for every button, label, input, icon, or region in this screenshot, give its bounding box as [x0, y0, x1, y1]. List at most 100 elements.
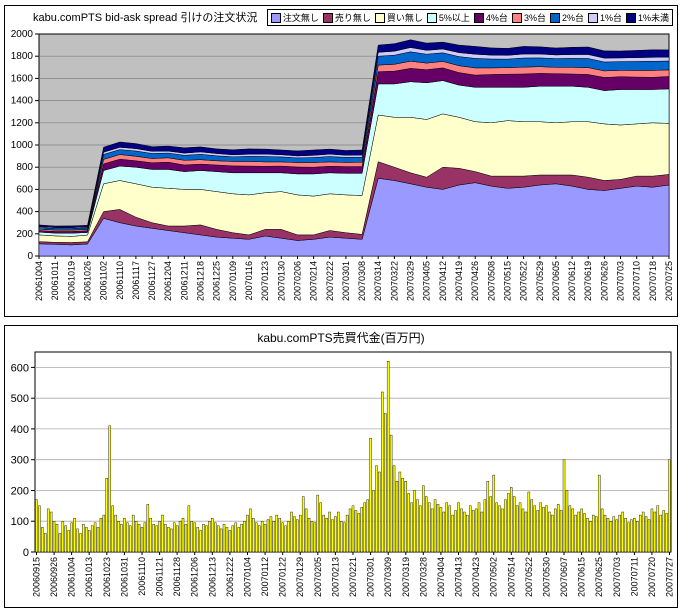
bar [55, 524, 59, 553]
bar [184, 524, 188, 553]
x-axis-label: 20070502 [489, 557, 499, 597]
x-axis-label: 20070615 [577, 557, 587, 597]
bar [61, 520, 65, 553]
bar [375, 465, 378, 553]
x-axis-label: 20061128 [172, 557, 182, 596]
bar [510, 487, 513, 553]
bar [515, 505, 519, 553]
bar [407, 493, 410, 553]
bar [477, 502, 481, 553]
x-axis-label: 20061011 [50, 261, 60, 300]
bar [345, 514, 349, 553]
bar [299, 514, 302, 553]
x-axis-label: 20070308 [357, 261, 367, 301]
x-axis-label: 20070727 [665, 557, 675, 597]
legend-label: 買い無し [386, 13, 423, 23]
bar [556, 504, 560, 553]
bar [474, 508, 478, 553]
bar [351, 505, 355, 553]
legend-item: 4%台 [473, 11, 508, 24]
bar [618, 514, 621, 553]
bar [565, 490, 569, 553]
legend-label: 2%台 [561, 13, 584, 23]
legend-label: 5%以上 [438, 13, 470, 23]
bar [120, 524, 123, 553]
x-axis-label: 20070109 [228, 261, 238, 301]
bar [240, 524, 243, 553]
bar [85, 527, 88, 553]
bar [44, 533, 47, 553]
x-axis-label: 20061121 [155, 557, 165, 596]
x-axis-label: 20061117 [131, 261, 141, 300]
bar [554, 508, 557, 553]
x-axis-label: 20070213 [330, 557, 340, 597]
bar [143, 522, 147, 553]
bar [129, 525, 132, 553]
x-axis-label: 20070514 [506, 557, 516, 597]
x-axis-label: 20070625 [594, 557, 604, 597]
x-axis-label: 20070205 [313, 557, 323, 597]
bar [621, 511, 624, 553]
x-axis-label: 20061222 [225, 557, 235, 597]
bar [498, 505, 501, 553]
bar [190, 520, 194, 553]
bar [205, 525, 208, 553]
legend-item: 3%台 [511, 11, 546, 24]
y-axis-label: 1600 [11, 73, 34, 84]
y-axis-label: 2000 [11, 29, 34, 40]
bar [436, 504, 440, 553]
x-axis-label: 20070605 [551, 261, 561, 301]
x-axis-label: 20070314 [373, 261, 383, 301]
bar [234, 522, 237, 553]
bar [627, 522, 630, 553]
bar [410, 502, 413, 553]
bar [433, 499, 437, 553]
bar [372, 490, 375, 553]
x-axis-label: 20070626 [599, 261, 609, 301]
bar [214, 522, 217, 553]
legend-swatch [587, 12, 598, 23]
x-axis-label: 20060926 [49, 557, 59, 597]
legend-label: 1%台 [599, 13, 622, 23]
bar [181, 517, 185, 553]
bar [533, 505, 536, 553]
y-axis-label: 300 [11, 455, 29, 467]
bar [445, 502, 449, 553]
x-axis-label: 20061204 [163, 261, 173, 301]
x-axis-label: 20070221 [348, 557, 358, 597]
x-axis-label: 20061225 [212, 261, 222, 301]
bar [504, 499, 507, 553]
x-axis-label: 20070423 [471, 557, 481, 597]
bar [307, 517, 311, 553]
bar [93, 522, 97, 553]
bar [170, 528, 173, 553]
bar [102, 514, 106, 553]
bar [82, 524, 85, 553]
x-axis-label: 20070522 [519, 261, 529, 301]
bar [172, 522, 176, 553]
bar [630, 519, 633, 553]
x-axis-label: 20061031 [119, 557, 129, 597]
legend-swatch [549, 12, 560, 23]
bar [348, 508, 352, 553]
bar [99, 517, 103, 553]
legend-swatch [511, 12, 522, 23]
bar [425, 496, 428, 553]
bar [316, 494, 320, 553]
bar [439, 507, 443, 553]
bar [665, 513, 668, 553]
bar [202, 524, 205, 553]
bar [149, 517, 152, 553]
bar [633, 517, 636, 553]
bar [419, 505, 422, 553]
bar [263, 524, 267, 553]
bar [140, 527, 144, 553]
bar [586, 517, 589, 553]
bar [304, 508, 308, 553]
bar [90, 525, 94, 553]
bar [293, 516, 296, 553]
bar [395, 480, 399, 553]
bar [577, 511, 580, 553]
x-axis-label: 20070725 [664, 261, 674, 301]
bar [246, 514, 249, 553]
